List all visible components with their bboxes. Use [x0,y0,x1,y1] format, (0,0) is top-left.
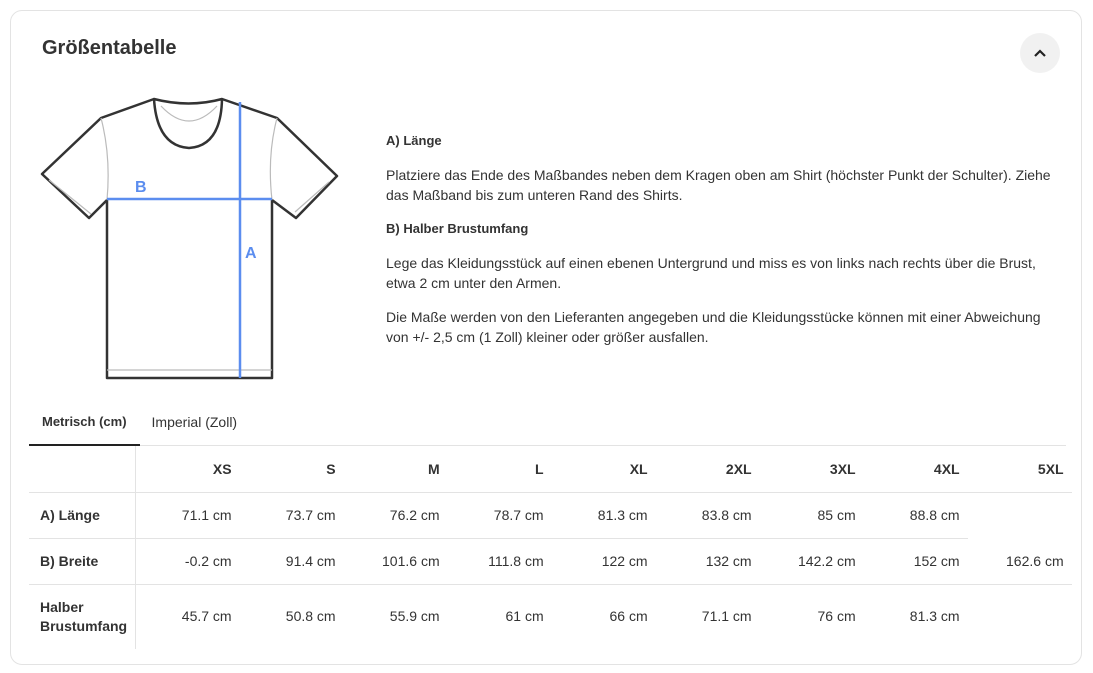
table-row: A) Länge 71.1 cm 73.7 cm 76.2 cm 78.7 cm… [29,492,1072,539]
size-table: XS S M L XL 2XL 3XL 4XL 5XL A) Länge 71.… [29,446,1072,649]
size-header: 3XL [759,446,864,493]
table-cell: 85 cm [759,492,864,539]
length-text: Platziere das Ende des Maßbandes neben d… [386,167,1051,203]
collapse-button[interactable] [1020,33,1060,73]
table-cell: -0.2 cm [135,538,240,585]
table-header-row: XS S M L XL 2XL 3XL 4XL 5XL [29,446,1072,493]
size-header: L [447,446,552,493]
size-header: 5XL [967,446,1072,493]
table-cell: 55.9 cm [389,608,440,625]
table-cell: 73.7 cm [239,492,344,539]
table-cell: 76 cm [817,608,856,625]
tab-metric[interactable]: Metrisch (cm) [29,411,140,446]
page-title: Größentabelle [42,37,177,59]
table-cell: 132 cm [655,538,760,585]
table-cell [968,492,1072,538]
table-cell: 71.1 cm [701,608,752,625]
tolerance-note: Die Maße werden von den Lieferanten ange… [386,309,1041,345]
table-cell: 50.8 cm [285,608,336,625]
table-cell: 81.3 cm [551,492,656,539]
tab-imperial[interactable]: Imperial (Zoll) [151,414,238,430]
row-label: Halber Brustumfang [29,584,137,649]
label-a: A [245,245,257,262]
size-header: XS [135,446,240,493]
unit-tabs: Metrisch (cm) Imperial (Zoll) [29,411,1066,446]
size-header: S [239,446,344,493]
table-cell: 162.6 cm [967,538,1072,585]
table-cell: 45.7 cm [181,608,232,625]
table-cell: 152 cm [863,538,968,585]
size-header: XL [551,446,656,493]
label-b: B [135,179,147,196]
row-label: A) Länge [29,492,137,539]
size-header: 2XL [655,446,760,493]
size-header: 4XL [863,446,968,493]
chest-text: Lege das Kleidungsstück auf einen ebenen… [386,255,1036,291]
table-cell [968,584,1072,649]
table-cell: 91.4 cm [239,538,344,585]
table-row: B) Breite -0.2 cm 91.4 cm 101.6 cm 111.8… [29,538,1072,585]
table-cell: 71.1 cm [135,492,240,539]
table-cell: 81.3 cm [909,608,960,625]
size-chart-card: Größentabelle B A A) Länge Platziere das… [10,10,1082,665]
measurement-info: A) Länge Platziere das Ende des Maßbande… [386,131,1056,361]
table-cell: 61 cm [505,608,544,625]
length-heading: A) Länge [386,133,442,148]
table-cell: 122 cm [551,538,656,585]
row-label: B) Breite [29,538,137,585]
size-header: M [343,446,448,493]
table-cell: 83.8 cm [655,492,760,539]
tshirt-diagram: B A [40,97,339,380]
table-cell: 78.7 cm [447,492,552,539]
chest-heading: B) Halber Brustumfang [386,221,529,236]
table-cell: 76.2 cm [343,492,448,539]
table-cell: 111.8 cm [447,538,552,585]
table-cell: 88.8 cm [863,492,968,539]
table-cell: 142.2 cm [759,538,864,585]
table-cell: 101.6 cm [343,538,448,585]
table-cell: 66 cm [609,608,648,625]
table-row: Halber Brustumfang 45.7 cm 50.8 cm 55.9 … [29,584,1072,649]
chevron-up-icon [1034,49,1046,57]
